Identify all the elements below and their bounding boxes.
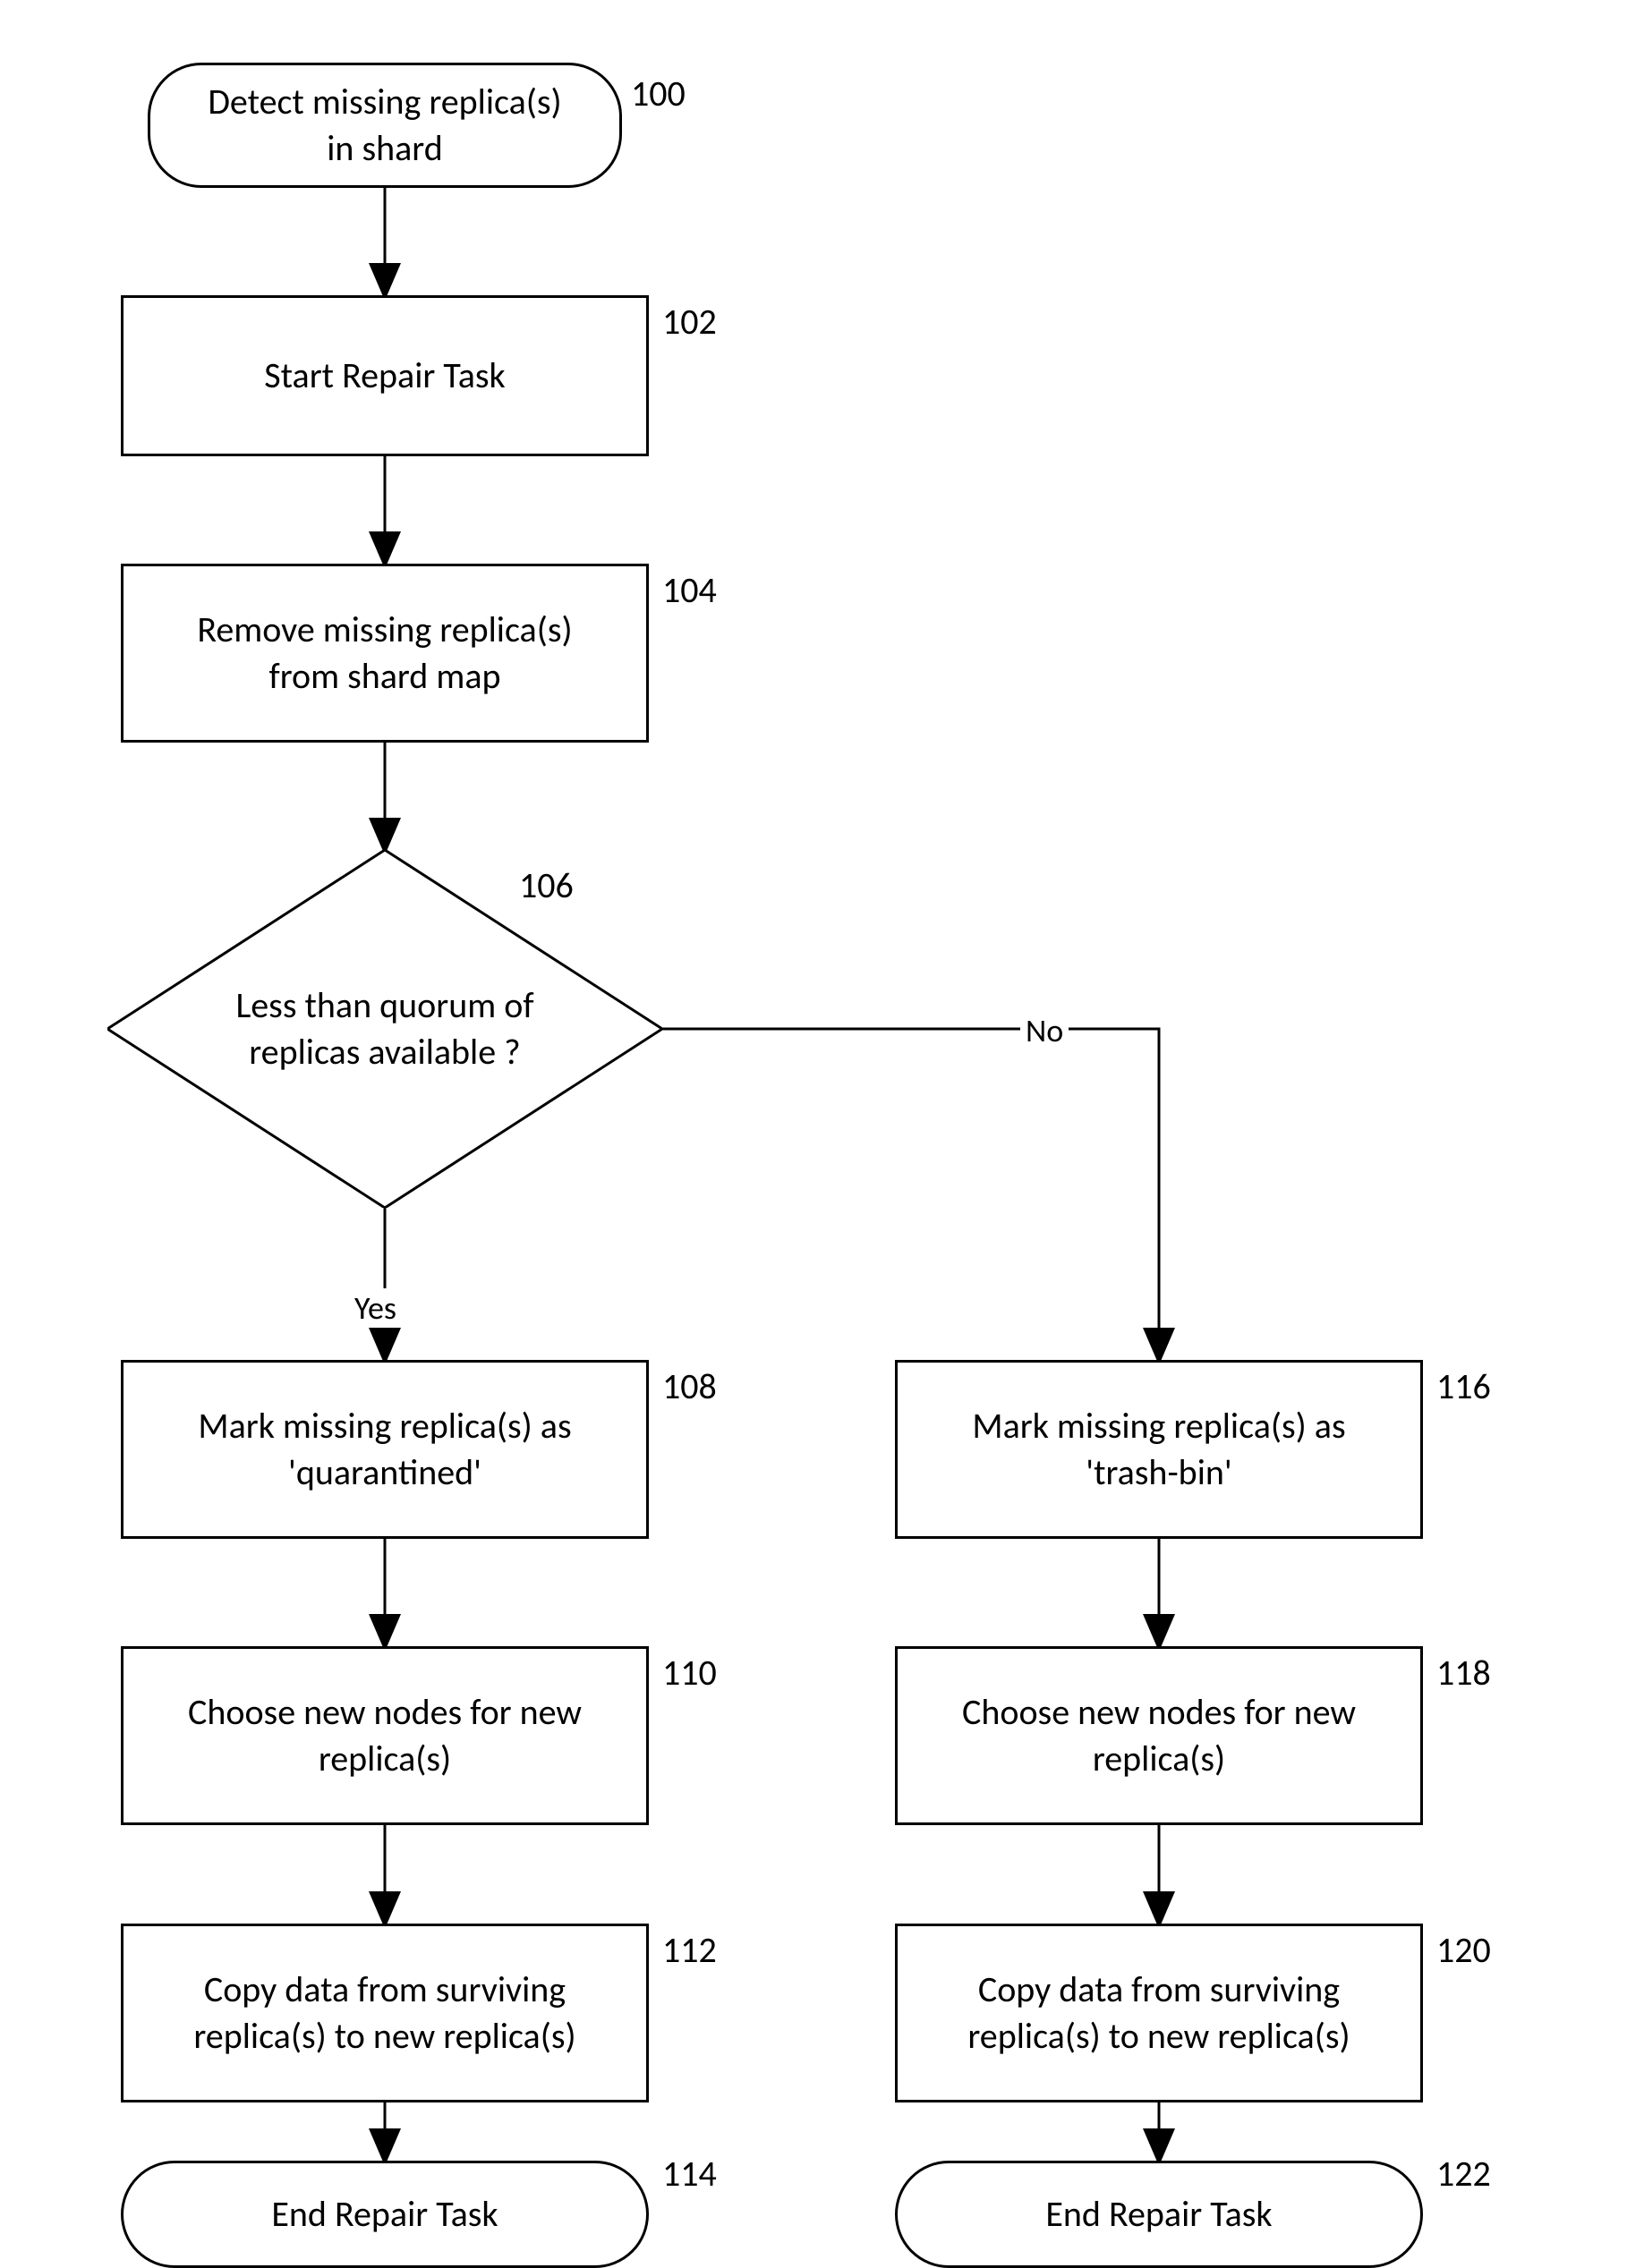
- node-text: Mark missing replica(s) as'quarantined': [198, 1403, 571, 1496]
- ref-label-120: 120: [1436, 1928, 1491, 1972]
- ref-label-114: 114: [662, 2152, 717, 2196]
- node-text: End Repair Task: [1045, 2191, 1272, 2238]
- node-text: Copy data from survivingreplica(s) to ne…: [193, 1966, 575, 2060]
- ref-label-116: 116: [1436, 1364, 1491, 1408]
- node-text: Copy data from survivingreplica(s) to ne…: [967, 1966, 1350, 2060]
- ref-label-104: 104: [662, 568, 717, 612]
- node-text: Detect missing replica(s)in shard: [208, 79, 561, 172]
- edge-label-yes: Yes: [349, 1288, 402, 1328]
- node-text: Choose new nodes for newreplica(s): [962, 1689, 1356, 1782]
- node-text: Less than quorum ofreplicas available ?: [107, 850, 662, 1208]
- node-choose-new-nodes-left: Choose new nodes for newreplica(s): [121, 1646, 649, 1825]
- node-choose-new-nodes-right: Choose new nodes for newreplica(s): [895, 1646, 1423, 1825]
- node-start-repair-task: Start Repair Task: [121, 295, 649, 456]
- node-mark-quarantined: Mark missing replica(s) as'quarantined': [121, 1360, 649, 1539]
- node-detect-missing-replicas: Detect missing replica(s)in shard: [148, 63, 622, 188]
- node-text: End Repair Task: [271, 2191, 498, 2238]
- node-text: Remove missing replica(s)from shard map: [197, 607, 572, 700]
- node-remove-missing-replicas: Remove missing replica(s)from shard map: [121, 564, 649, 743]
- ref-label-112: 112: [662, 1928, 717, 1972]
- node-end-repair-task-right: End Repair Task: [895, 2161, 1423, 2268]
- node-copy-data-right: Copy data from survivingreplica(s) to ne…: [895, 1924, 1423, 2102]
- ref-label-122: 122: [1436, 2152, 1491, 2196]
- ref-label-118: 118: [1436, 1651, 1491, 1695]
- node-text: Choose new nodes for newreplica(s): [188, 1689, 582, 1782]
- node-text: Start Repair Task: [264, 353, 505, 399]
- flowchart-container: Detect missing replica(s)in shard 100 St…: [0, 0, 1627, 2226]
- ref-label-100: 100: [631, 72, 686, 115]
- node-mark-trash-bin: Mark missing replica(s) as'trash-bin': [895, 1360, 1423, 1539]
- ref-label-102: 102: [662, 300, 717, 344]
- ref-label-110: 110: [662, 1651, 717, 1695]
- ref-label-106: 106: [519, 863, 574, 907]
- node-text: Mark missing replica(s) as'trash-bin': [972, 1403, 1345, 1496]
- node-copy-data-left: Copy data from survivingreplica(s) to ne…: [121, 1924, 649, 2102]
- edge-label-no: No: [1020, 1011, 1069, 1050]
- node-end-repair-task-left: End Repair Task: [121, 2161, 649, 2268]
- node-quorum-decision: Less than quorum ofreplicas available ?: [107, 850, 662, 1208]
- ref-label-108: 108: [662, 1364, 717, 1408]
